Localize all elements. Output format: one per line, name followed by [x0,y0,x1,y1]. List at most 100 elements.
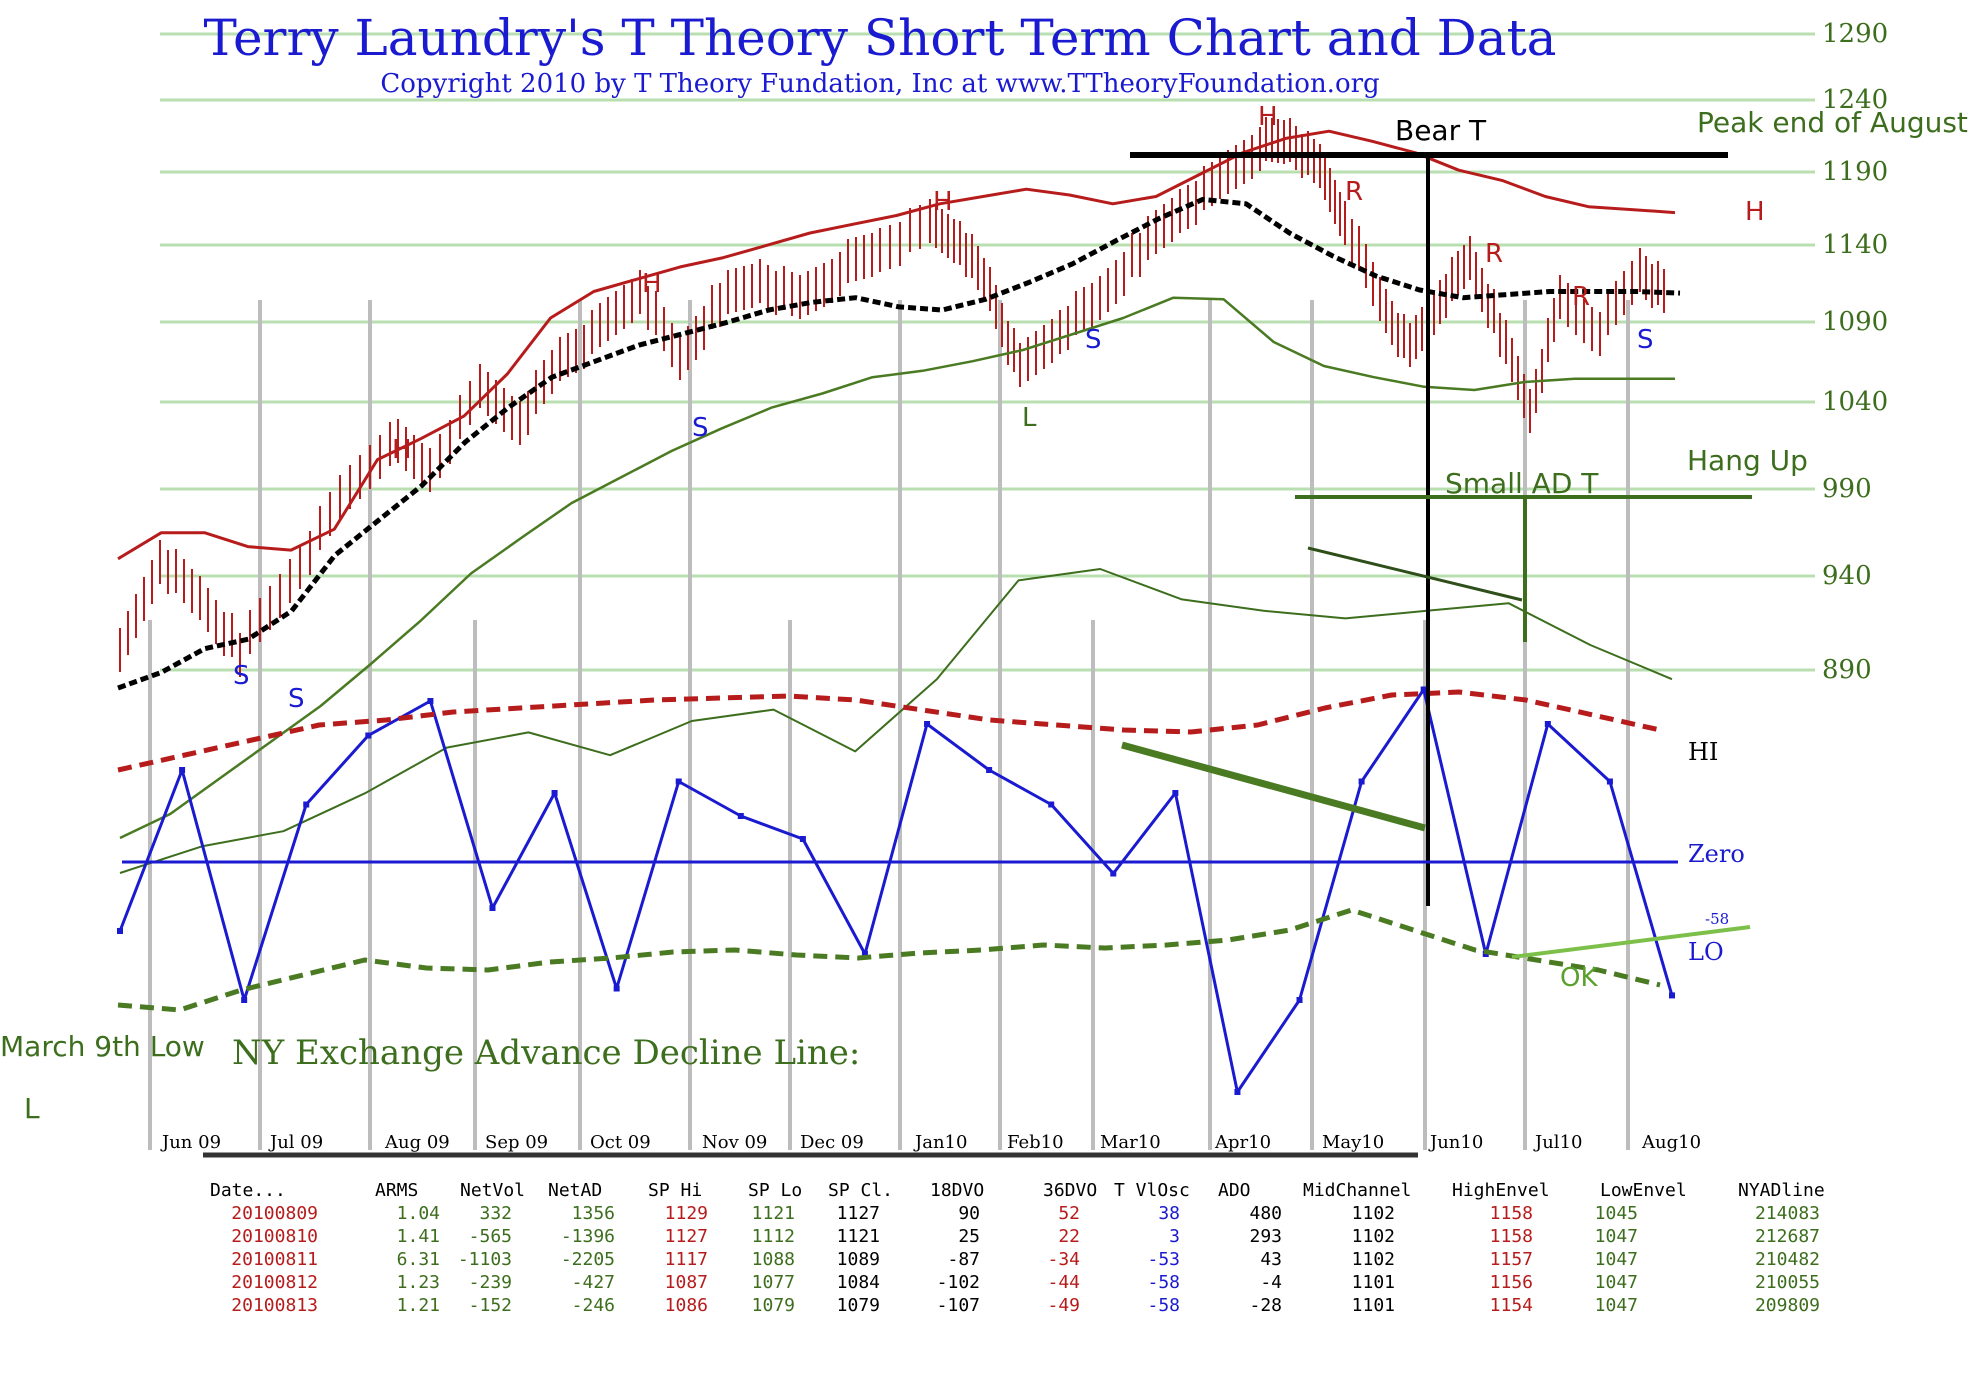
ad-line-label: NY Exchange Advance Decline Line: [232,1033,860,1073]
oscillator-point [1110,870,1117,877]
ok-label: OK [1560,963,1598,993]
table-cell: -87 [947,1249,980,1270]
table-cell: 1.41 [397,1226,440,1247]
y-tick-label-890: 890 [1822,655,1872,685]
table-cell: 1101 [1352,1272,1395,1293]
y-tick-label-1040: 1040 [1822,387,1888,417]
table-cell: 480 [1249,1203,1282,1224]
oscillator-point [1296,997,1303,1003]
table-cell: -58 [1147,1272,1180,1293]
high-envelope-line [117,129,1676,561]
peak-label: Peak end of August [1697,106,1968,139]
table-cell: 1102 [1352,1249,1395,1270]
table-cell: 1121 [752,1203,795,1224]
table-cell: -2205 [561,1249,615,1270]
month-label: Jun 09 [160,1132,221,1153]
midchannel-line [117,196,1681,691]
small-ad-t-label: Small AD T [1445,467,1599,500]
table-cell: -44 [1047,1272,1080,1293]
table-header: MidChannel [1303,1180,1411,1201]
table-cell: 210055 [1755,1272,1820,1293]
cycle-letter-s: S [692,413,709,443]
oscillator-point [241,997,248,1003]
advance-decline-line [119,568,1673,874]
table-header: 36DVO [1043,1180,1097,1201]
oscillator-point [489,905,496,911]
price-gridlines [160,32,1815,672]
table-cell: 1077 [752,1272,795,1293]
y-tick-label-1140: 1140 [1822,230,1888,260]
month-label: Nov 09 [702,1132,767,1153]
table-cell: -58 [1147,1295,1180,1316]
table-cell: 52 [1058,1203,1080,1224]
table-header: HighEnvel [1452,1180,1550,1201]
chart-subtitle: Copyright 2010 by T Theory Fundation, In… [380,69,1379,99]
table-cell: 1086 [665,1295,708,1316]
table-cell: 1156 [1490,1272,1533,1293]
table-cell: 1047 [1595,1295,1638,1316]
price-axis-labels: 1290 1240 1190 1140 1090 1040 990 940 890 [1822,19,1888,685]
table-cell: 293 [1249,1226,1282,1247]
oscillator-point [1358,778,1365,785]
table-cell: -53 [1147,1249,1180,1270]
cycle-letter-r: R [1345,177,1363,207]
table-cell: 1084 [837,1272,880,1293]
table-cell: -246 [572,1295,615,1316]
table-cell: -102 [937,1272,980,1293]
table-cell: 1.23 [397,1272,440,1293]
oscillator-point [365,732,372,739]
table-cell: -152 [469,1295,512,1316]
table-cell: 1154 [1490,1295,1533,1316]
hi-envelope-line [117,689,1661,773]
month-label: Apr10 [1214,1132,1271,1153]
oscillator-point [551,790,558,796]
table-cell: 1158 [1490,1226,1533,1247]
bear-t-label: Bear T [1395,114,1487,147]
ad-trendline [1307,546,1523,602]
cycle-letter-l: L [1022,403,1037,433]
table-cell: 1102 [1352,1226,1395,1247]
table-cell: -239 [469,1272,512,1293]
table-cell: 210482 [1755,1249,1820,1270]
table-header: Date... [210,1180,286,1201]
table-cell: 1101 [1352,1295,1395,1316]
y-tick-label-1090: 1090 [1822,307,1888,337]
table-cell: 1079 [837,1295,880,1316]
cycle-letter-r: R [1572,282,1590,312]
table-cell: 1088 [752,1249,795,1270]
table-cell: 332 [479,1203,512,1224]
cycle-letter-r: R [1485,239,1503,269]
series-lines [117,129,1681,1095]
table-cell: 3 [1169,1226,1180,1247]
lo-label: LO [1688,938,1724,966]
oscillator-point [924,721,931,727]
month-label: Feb10 [1007,1132,1064,1153]
table-cell: 1045 [1595,1203,1638,1224]
cycle-letter-s: S [288,684,305,714]
oscillator-point [799,836,806,842]
table-cell: -34 [1047,1249,1080,1270]
lo-trendline [1511,925,1751,959]
oscillator-point [675,778,682,785]
table-header: 18DVO [930,1180,984,1201]
table-cell: 1129 [665,1203,708,1224]
cycle-letter-s: S [1637,325,1654,355]
march-low-l-label: L [24,1092,40,1125]
y-tick-label-1240: 1240 [1822,85,1888,115]
table-cell: 1079 [752,1295,795,1316]
low-envelope-line [119,296,1675,840]
oscillator-point [737,813,744,819]
oscillator-point [861,951,868,957]
oscillator-point [303,801,310,808]
oscillator-divergence-line [1121,741,1426,832]
table-header: NetAD [548,1180,602,1201]
table-cell: 1047 [1595,1272,1638,1293]
table-header: ARMS [375,1180,418,1201]
cycle-letter-h: H [642,269,662,299]
table-header: NetVol [460,1180,525,1201]
last-value-label: -58 [1705,910,1729,928]
table-header: T VlOsc [1114,1180,1190,1201]
table-cell: 25 [958,1226,980,1247]
data-table: Date... ARMS NetVol NetAD SP Hi SP Lo SP Cl. 18… [210,1180,1825,1316]
table-header: SP Cl. [828,1180,893,1201]
